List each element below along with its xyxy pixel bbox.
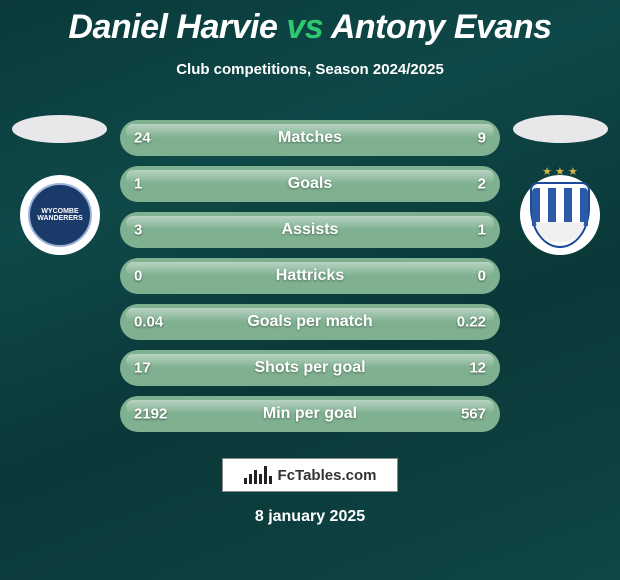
date-label: 8 january 2025	[0, 508, 620, 526]
stat-label: Shots per goal	[254, 359, 365, 377]
stat-value-right: 12	[469, 360, 486, 377]
stat-value-left: 0.04	[134, 314, 163, 331]
stat-row: 17 Shots per goal 12	[120, 350, 500, 386]
stat-value-left: 1	[134, 176, 142, 193]
stat-row: 0 Hattricks 0	[120, 258, 500, 294]
stat-row: 0.04 Goals per match 0.22	[120, 304, 500, 340]
stat-value-right: 2	[478, 176, 486, 193]
player2-silhouette	[513, 115, 608, 143]
stat-value-left: 24	[134, 130, 151, 147]
stat-value-right: 0.22	[457, 314, 486, 331]
player2-name: Antony Evans	[331, 8, 552, 46]
stat-label: Min per goal	[263, 405, 357, 423]
stat-value-right: 9	[478, 130, 486, 147]
stat-row: 3 Assists 1	[120, 212, 500, 248]
branding-bars-icon	[244, 466, 272, 484]
stat-label: Matches	[278, 129, 342, 147]
player1-club-crest: WYCOMBE WANDERERS	[20, 175, 100, 255]
stat-row: 24 Matches 9	[120, 120, 500, 156]
stat-value-right: 0	[478, 268, 486, 285]
stat-label: Goals	[288, 175, 332, 193]
stat-value-left: 3	[134, 222, 142, 239]
stat-label: Assists	[282, 221, 339, 239]
branding-text: FcTables.com	[278, 467, 377, 484]
stat-value-right: 1	[478, 222, 486, 239]
stat-value-left: 17	[134, 360, 151, 377]
stat-label: Goals per match	[247, 313, 372, 331]
branding-badge: FcTables.com	[222, 458, 398, 492]
stat-value-left: 2192	[134, 406, 167, 423]
crest-left-label: WYCOMBE WANDERERS	[28, 183, 92, 247]
stat-value-left: 0	[134, 268, 142, 285]
page-title: Daniel Harvie vs Antony Evans	[0, 0, 620, 47]
player2-club-crest: ★ ★ ★	[520, 175, 600, 255]
stat-value-right: 567	[461, 406, 486, 423]
player1-silhouette	[12, 115, 107, 143]
stat-row: 1 Goals 2	[120, 166, 500, 202]
vs-label: vs	[286, 8, 323, 46]
stats-panel: 24 Matches 9 1 Goals 2 3 Assists 1 0 Hattricks 0 0.0…	[120, 120, 500, 442]
subtitle: Club competitions, Season 2024/2025	[0, 61, 620, 78]
stat-label: Hattricks	[276, 267, 344, 285]
player1-name: Daniel Harvie	[68, 8, 277, 46]
stat-row: 2192 Min per goal 567	[120, 396, 500, 432]
